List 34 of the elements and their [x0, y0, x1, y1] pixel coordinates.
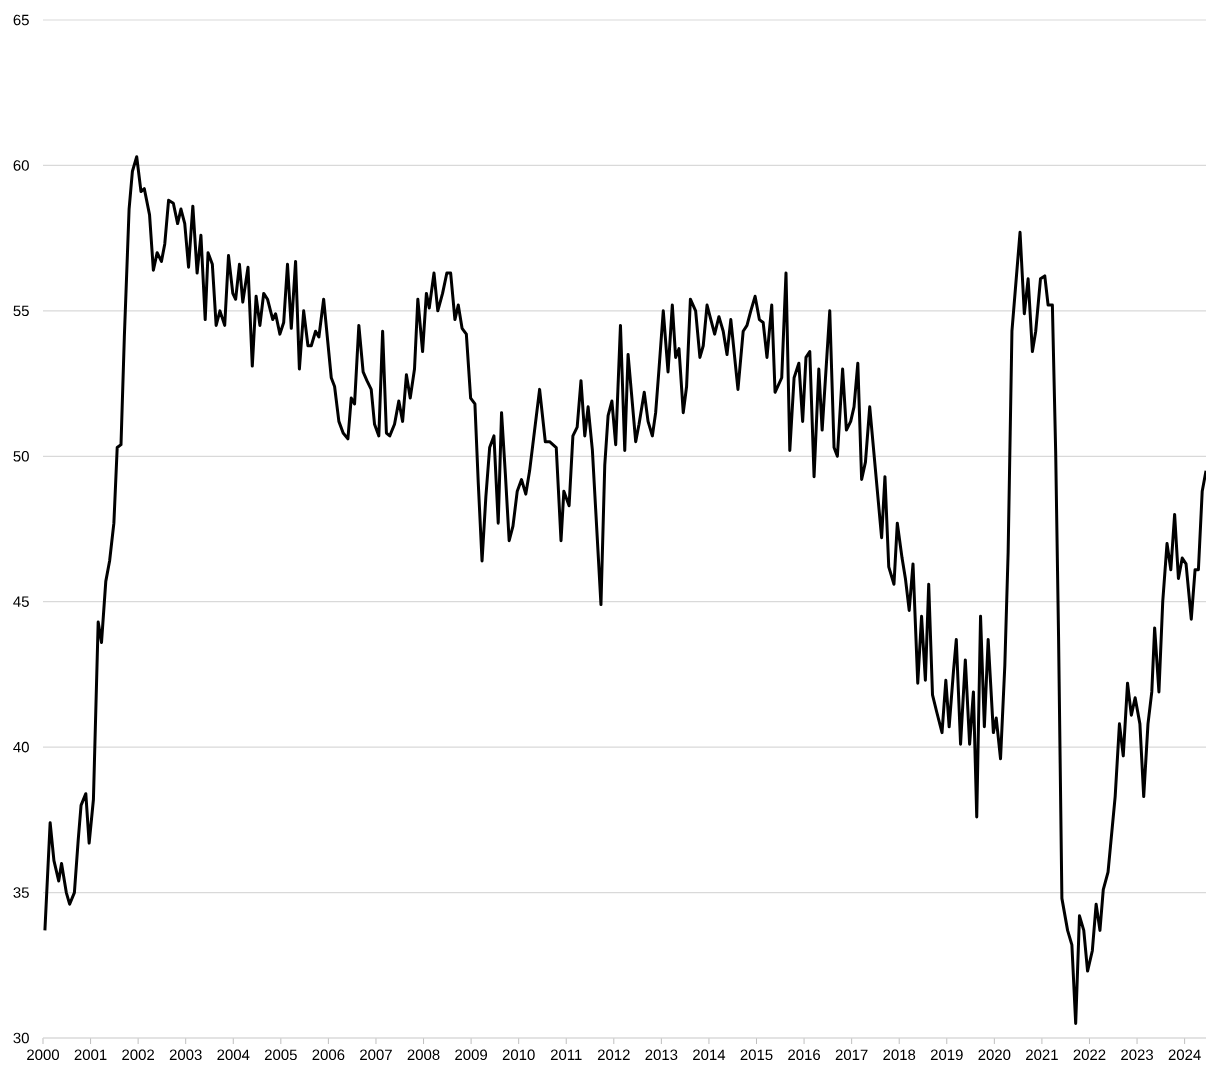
x-tick-label: 2002: [122, 1049, 154, 1061]
x-tick-label: 2022: [1073, 1049, 1106, 1061]
y-tick-label: 45: [13, 596, 29, 607]
x-tick-label: 2007: [360, 1049, 392, 1061]
y-tick-label: 65: [13, 14, 29, 26]
x-tick-label: 2014: [693, 1049, 726, 1061]
x-tick-label: 2011: [550, 1049, 582, 1061]
x-tick-label: 2016: [788, 1049, 821, 1061]
y-tick-label: 50: [13, 450, 29, 462]
x-tick-label: 2013: [645, 1049, 678, 1061]
x-tick-label: 2018: [883, 1049, 916, 1061]
x-tick-label: 2000: [27, 1049, 60, 1061]
x-tick-label: 2017: [835, 1049, 868, 1061]
x-tick-label: 2024: [1168, 1049, 1201, 1061]
x-tick-label: 2009: [455, 1049, 487, 1061]
y-tick-label: 60: [13, 160, 29, 171]
x-tick-label: 2019: [930, 1049, 963, 1061]
x-tick-label: 2003: [169, 1049, 202, 1061]
x-tick-label: 2006: [312, 1049, 345, 1061]
line-series: [43, 155, 1206, 1025]
y-tick-label: 35: [13, 887, 29, 898]
x-tick-label: 2023: [1121, 1049, 1154, 1061]
x-tick-label: 2008: [407, 1049, 440, 1061]
x-tick-label: 2021: [1026, 1049, 1058, 1061]
y-tick-label: 30: [13, 1032, 29, 1044]
x-tick-label: 2005: [264, 1049, 297, 1061]
y-tick-label: 55: [13, 305, 29, 317]
x-tick-label: 2010: [502, 1049, 535, 1061]
x-tick-label: 2015: [740, 1049, 773, 1061]
y-tick-label: 40: [13, 741, 29, 753]
x-tick-label: 2020: [978, 1049, 1011, 1061]
x-tick-label: 2004: [217, 1049, 250, 1061]
x-tick-label: 2012: [597, 1049, 630, 1061]
x-tick-label: 2001: [74, 1049, 107, 1061]
